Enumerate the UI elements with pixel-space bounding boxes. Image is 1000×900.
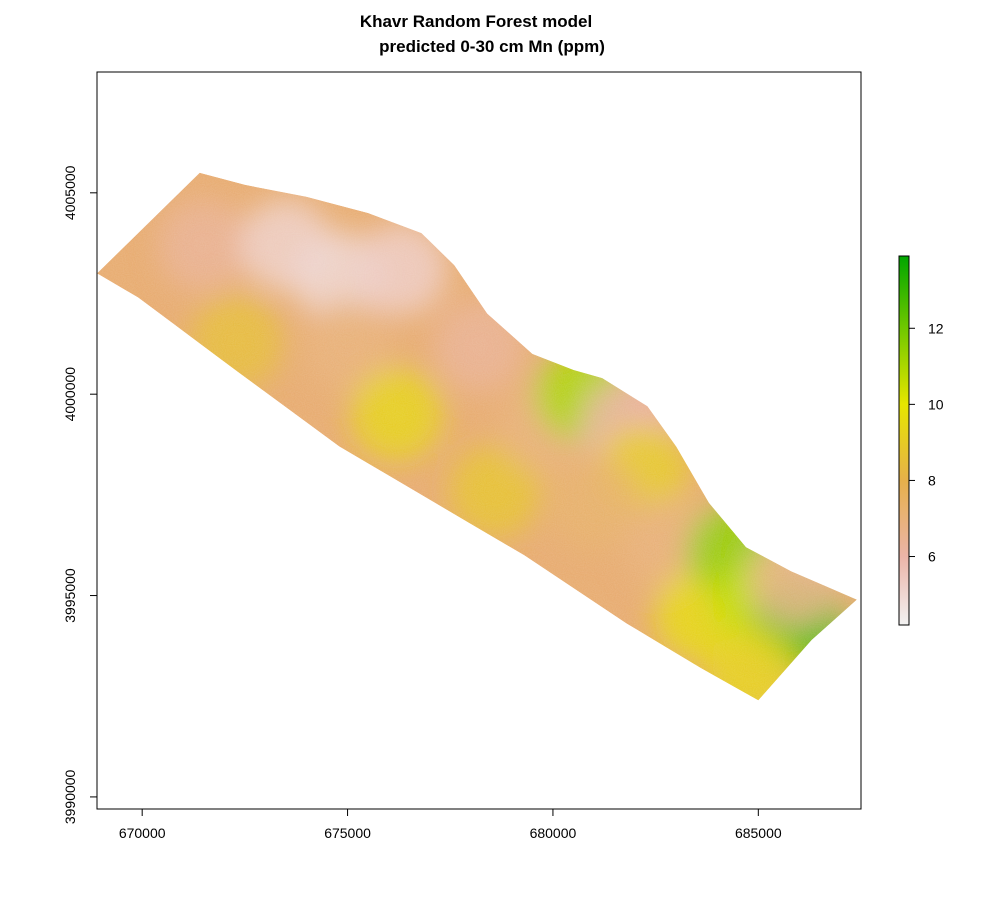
x-tick-label: 685000	[735, 825, 782, 841]
legend-tick-label: 8	[928, 472, 936, 488]
y-tick-label: 4005000	[62, 165, 78, 220]
y-tick-label: 3995000	[62, 568, 78, 623]
legend-tick-label: 10	[928, 396, 944, 412]
x-axis: 670000 675000 680000 685000	[119, 809, 782, 841]
y-axis: 4005000 4000000 3995000 3990000	[62, 165, 97, 824]
map-title-line-2: predicted 0-30 cm Mn (ppm)	[379, 37, 605, 56]
raster-layer	[97, 172, 857, 701]
legend-ticks: 6 8 10 12	[909, 320, 944, 565]
x-tick-label: 670000	[119, 825, 166, 841]
y-tick-label: 3990000	[62, 769, 78, 824]
legend-tick-label: 12	[928, 320, 944, 336]
raster-texture	[97, 172, 857, 701]
plot-frame	[96, 71, 862, 810]
x-tick-label: 675000	[324, 825, 371, 841]
y-tick-label: 4000000	[62, 367, 78, 422]
x-tick-label: 680000	[530, 825, 577, 841]
legend-color-bar	[898, 255, 910, 626]
map-title-line-1: Khavr Random Forest model	[360, 12, 592, 31]
color-legend: 6 8 10 12	[898, 255, 944, 626]
legend-tick-label: 6	[928, 549, 936, 565]
